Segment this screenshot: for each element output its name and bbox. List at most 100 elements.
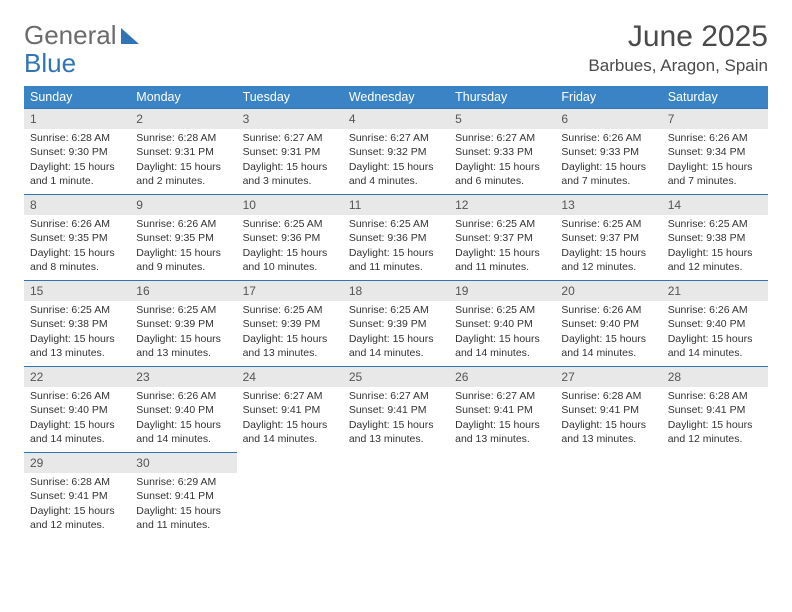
day-details: Sunrise: 6:25 AMSunset: 9:40 PMDaylight:… — [449, 301, 555, 364]
calendar-cell: 28Sunrise: 6:28 AMSunset: 9:41 PMDayligh… — [662, 366, 768, 452]
day-details: Sunrise: 6:26 AMSunset: 9:33 PMDaylight:… — [555, 129, 661, 192]
day-number: 25 — [343, 366, 449, 387]
calendar-cell: 3Sunrise: 6:27 AMSunset: 9:31 PMDaylight… — [237, 108, 343, 194]
calendar-cell: 30Sunrise: 6:29 AMSunset: 9:41 PMDayligh… — [130, 452, 236, 538]
day-details: Sunrise: 6:27 AMSunset: 9:33 PMDaylight:… — [449, 129, 555, 192]
day-details: Sunrise: 6:27 AMSunset: 9:41 PMDaylight:… — [343, 387, 449, 450]
calendar-cell: 5Sunrise: 6:27 AMSunset: 9:33 PMDaylight… — [449, 108, 555, 194]
calendar-row: 15Sunrise: 6:25 AMSunset: 9:38 PMDayligh… — [24, 280, 768, 366]
day-details: Sunrise: 6:28 AMSunset: 9:41 PMDaylight:… — [662, 387, 768, 450]
month-title: June 2025 — [588, 20, 768, 54]
day-number: 9 — [130, 194, 236, 215]
day-details: Sunrise: 6:25 AMSunset: 9:38 PMDaylight:… — [662, 215, 768, 278]
calendar-cell: 21Sunrise: 6:26 AMSunset: 9:40 PMDayligh… — [662, 280, 768, 366]
calendar-cell: 17Sunrise: 6:25 AMSunset: 9:39 PMDayligh… — [237, 280, 343, 366]
location-text: Barbues, Aragon, Spain — [588, 56, 768, 76]
calendar-row: 8Sunrise: 6:26 AMSunset: 9:35 PMDaylight… — [24, 194, 768, 280]
calendar-cell: 8Sunrise: 6:26 AMSunset: 9:35 PMDaylight… — [24, 194, 130, 280]
day-details: Sunrise: 6:26 AMSunset: 9:40 PMDaylight:… — [555, 301, 661, 364]
day-number: 3 — [237, 108, 343, 129]
day-number: 12 — [449, 194, 555, 215]
day-number: 14 — [662, 194, 768, 215]
day-details: Sunrise: 6:26 AMSunset: 9:40 PMDaylight:… — [24, 387, 130, 450]
day-number: 17 — [237, 280, 343, 301]
logo: General — [24, 20, 143, 51]
day-details: Sunrise: 6:28 AMSunset: 9:31 PMDaylight:… — [130, 129, 236, 192]
day-number: 28 — [662, 366, 768, 387]
day-number: 26 — [449, 366, 555, 387]
calendar-table: Sunday Monday Tuesday Wednesday Thursday… — [24, 86, 768, 538]
calendar-cell: 24Sunrise: 6:27 AMSunset: 9:41 PMDayligh… — [237, 366, 343, 452]
calendar-cell: 19Sunrise: 6:25 AMSunset: 9:40 PMDayligh… — [449, 280, 555, 366]
day-number: 4 — [343, 108, 449, 129]
weekday-header: Wednesday — [343, 86, 449, 108]
day-details: Sunrise: 6:25 AMSunset: 9:39 PMDaylight:… — [343, 301, 449, 364]
day-details: Sunrise: 6:28 AMSunset: 9:30 PMDaylight:… — [24, 129, 130, 192]
day-number: 20 — [555, 280, 661, 301]
weekday-header: Tuesday — [237, 86, 343, 108]
calendar-cell: 18Sunrise: 6:25 AMSunset: 9:39 PMDayligh… — [343, 280, 449, 366]
day-details: Sunrise: 6:26 AMSunset: 9:35 PMDaylight:… — [130, 215, 236, 278]
weekday-header: Monday — [130, 86, 236, 108]
day-number: 21 — [662, 280, 768, 301]
day-number: 6 — [555, 108, 661, 129]
weekday-header: Saturday — [662, 86, 768, 108]
day-number: 8 — [24, 194, 130, 215]
day-number: 2 — [130, 108, 236, 129]
calendar-cell: 20Sunrise: 6:26 AMSunset: 9:40 PMDayligh… — [555, 280, 661, 366]
day-details: Sunrise: 6:26 AMSunset: 9:34 PMDaylight:… — [662, 129, 768, 192]
title-block: June 2025 Barbues, Aragon, Spain — [588, 20, 768, 76]
calendar-cell: 11Sunrise: 6:25 AMSunset: 9:36 PMDayligh… — [343, 194, 449, 280]
day-details: Sunrise: 6:26 AMSunset: 9:40 PMDaylight:… — [130, 387, 236, 450]
calendar-cell: 26Sunrise: 6:27 AMSunset: 9:41 PMDayligh… — [449, 366, 555, 452]
calendar-cell: 13Sunrise: 6:25 AMSunset: 9:37 PMDayligh… — [555, 194, 661, 280]
weekday-header-row: Sunday Monday Tuesday Wednesday Thursday… — [24, 86, 768, 108]
day-details: Sunrise: 6:29 AMSunset: 9:41 PMDaylight:… — [130, 473, 236, 536]
calendar-cell: 16Sunrise: 6:25 AMSunset: 9:39 PMDayligh… — [130, 280, 236, 366]
calendar-cell — [555, 452, 661, 538]
day-details: Sunrise: 6:28 AMSunset: 9:41 PMDaylight:… — [555, 387, 661, 450]
day-number: 19 — [449, 280, 555, 301]
logo-text-blue: Blue — [24, 48, 76, 79]
calendar-cell: 25Sunrise: 6:27 AMSunset: 9:41 PMDayligh… — [343, 366, 449, 452]
calendar-row: 1Sunrise: 6:28 AMSunset: 9:30 PMDaylight… — [24, 108, 768, 194]
logo-sail-icon — [119, 26, 143, 46]
calendar-cell: 12Sunrise: 6:25 AMSunset: 9:37 PMDayligh… — [449, 194, 555, 280]
day-number: 22 — [24, 366, 130, 387]
calendar-row: 22Sunrise: 6:26 AMSunset: 9:40 PMDayligh… — [24, 366, 768, 452]
day-details: Sunrise: 6:27 AMSunset: 9:41 PMDaylight:… — [237, 387, 343, 450]
calendar-cell: 4Sunrise: 6:27 AMSunset: 9:32 PMDaylight… — [343, 108, 449, 194]
day-number: 10 — [237, 194, 343, 215]
day-number: 24 — [237, 366, 343, 387]
calendar-cell — [662, 452, 768, 538]
day-number: 16 — [130, 280, 236, 301]
day-details: Sunrise: 6:25 AMSunset: 9:37 PMDaylight:… — [555, 215, 661, 278]
calendar-cell: 23Sunrise: 6:26 AMSunset: 9:40 PMDayligh… — [130, 366, 236, 452]
day-number: 11 — [343, 194, 449, 215]
calendar-cell: 15Sunrise: 6:25 AMSunset: 9:38 PMDayligh… — [24, 280, 130, 366]
day-details: Sunrise: 6:26 AMSunset: 9:40 PMDaylight:… — [662, 301, 768, 364]
day-details: Sunrise: 6:27 AMSunset: 9:31 PMDaylight:… — [237, 129, 343, 192]
day-number: 30 — [130, 452, 236, 473]
day-details: Sunrise: 6:25 AMSunset: 9:39 PMDaylight:… — [237, 301, 343, 364]
calendar-cell: 29Sunrise: 6:28 AMSunset: 9:41 PMDayligh… — [24, 452, 130, 538]
weekday-header: Thursday — [449, 86, 555, 108]
day-number: 1 — [24, 108, 130, 129]
calendar-cell — [343, 452, 449, 538]
day-number: 27 — [555, 366, 661, 387]
day-number: 18 — [343, 280, 449, 301]
day-number: 29 — [24, 452, 130, 473]
calendar-cell: 14Sunrise: 6:25 AMSunset: 9:38 PMDayligh… — [662, 194, 768, 280]
calendar-cell: 9Sunrise: 6:26 AMSunset: 9:35 PMDaylight… — [130, 194, 236, 280]
day-number: 7 — [662, 108, 768, 129]
calendar-cell: 22Sunrise: 6:26 AMSunset: 9:40 PMDayligh… — [24, 366, 130, 452]
day-details: Sunrise: 6:26 AMSunset: 9:35 PMDaylight:… — [24, 215, 130, 278]
weekday-header: Friday — [555, 86, 661, 108]
calendar-cell — [449, 452, 555, 538]
calendar-cell: 7Sunrise: 6:26 AMSunset: 9:34 PMDaylight… — [662, 108, 768, 194]
day-details: Sunrise: 6:27 AMSunset: 9:41 PMDaylight:… — [449, 387, 555, 450]
logo-text-gray: General — [24, 20, 117, 51]
day-number: 15 — [24, 280, 130, 301]
day-details: Sunrise: 6:25 AMSunset: 9:36 PMDaylight:… — [237, 215, 343, 278]
day-details: Sunrise: 6:25 AMSunset: 9:37 PMDaylight:… — [449, 215, 555, 278]
